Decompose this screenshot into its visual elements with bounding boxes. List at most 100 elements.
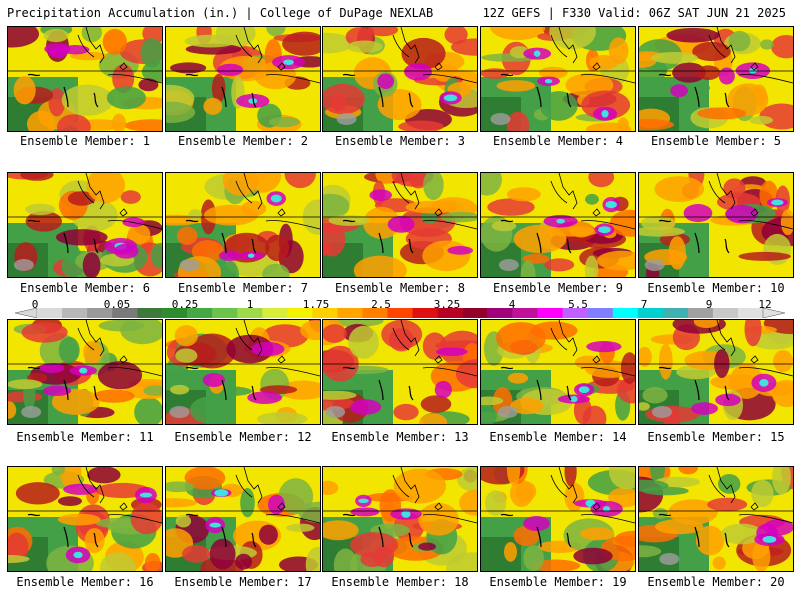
map-panel-17 [165,466,321,572]
precip-map [639,467,793,571]
legend-swatch [287,308,313,318]
legend-swatch [337,308,363,318]
map-panel-5 [638,26,794,132]
map-panel-15 [638,319,794,425]
member-caption: Ensemble Member: 15 [647,430,785,444]
map-panel-14 [480,319,636,425]
member-caption: Ensemble Member: 12 [174,430,312,444]
member-caption: Ensemble Member: 14 [489,430,627,444]
precip-map [8,467,162,571]
legend-label: 3.25 [433,298,461,311]
precip-map [166,320,320,424]
member-caption: Ensemble Member: 3 [334,134,466,148]
legend-swatch [62,308,88,318]
legend-label: 4 [508,298,516,311]
member-caption: Ensemble Member: 19 [489,575,627,589]
member-caption: Ensemble Member: 17 [174,575,312,589]
legend-swatch [362,308,388,318]
legend-swatch [387,308,413,318]
map-panel-16 [7,466,163,572]
member-caption: Ensemble Member: 1 [19,134,151,148]
legend-label: 5.5 [568,298,588,311]
legend-label: 9 [705,298,713,311]
legend-swatch [437,308,463,318]
precip-map [639,27,793,131]
legend-swatch [37,308,63,318]
legend-label: 0 [31,298,39,311]
map-panel-4 [480,26,636,132]
precip-map [166,27,320,131]
map-panel-11 [7,319,163,425]
legend-swatch [187,308,213,318]
legend-swatch [87,308,113,318]
precip-map [481,320,635,424]
map-panel-2 [165,26,321,132]
legend-swatch [587,308,613,318]
legend-label: 0.25 [171,298,199,311]
legend-swatch [687,308,714,318]
member-caption: Ensemble Member: 20 [647,575,785,589]
map-panel-7 [165,172,321,278]
legend-swatch [662,308,689,318]
precip-map [323,173,477,277]
legend-swatch [412,308,438,318]
legend-colorbar [15,308,785,318]
map-panel-18 [322,466,478,572]
member-caption: Ensemble Member: 16 [16,575,154,589]
legend-label: 1.75 [302,298,330,311]
precip-map [323,27,477,131]
precip-map [166,467,320,571]
legend-label: 7 [640,298,648,311]
run-valid-time: 12Z GEFS | F330 Valid: 06Z SAT JUN 21 20… [482,6,786,20]
legend-swatch [512,308,538,318]
title-bar: Precipitation Accumulation (in.) | Colle… [0,0,800,24]
precip-map [481,27,635,131]
map-panel-9 [480,172,636,278]
product-title: Precipitation Accumulation (in.) | Colle… [7,6,434,20]
precip-map [8,27,162,131]
precip-map [481,467,635,571]
member-caption: Ensemble Member: 6 [19,281,151,295]
map-panel-12 [165,319,321,425]
legend-swatch [712,308,739,318]
map-panel-8 [322,172,478,278]
legend-swatch [137,308,163,318]
map-panel-20 [638,466,794,572]
member-caption: Ensemble Member: 2 [177,134,309,148]
legend-swatch [487,308,513,318]
map-panel-6 [7,172,163,278]
legend-swatch [462,308,488,318]
legend-swatch [237,308,263,318]
legend-swatch [262,308,288,318]
legend-swatch [537,308,563,318]
legend-label: 12 [758,298,772,311]
map-panel-13 [322,319,478,425]
member-caption: Ensemble Member: 11 [16,430,154,444]
member-caption: Ensemble Member: 18 [331,575,469,589]
member-caption: Ensemble Member: 8 [334,281,466,295]
member-caption: Ensemble Member: 5 [650,134,782,148]
legend-swatch [637,308,664,318]
precip-map [323,320,477,424]
precip-map [8,320,162,424]
precip-map [481,173,635,277]
legend-swatch [312,308,338,318]
precip-map [639,320,793,424]
member-caption: Ensemble Member: 10 [647,281,785,295]
map-panel-1 [7,26,163,132]
legend-swatch [612,308,639,318]
map-panel-10 [638,172,794,278]
member-caption: Ensemble Member: 7 [177,281,309,295]
member-caption: Ensemble Member: 13 [331,430,469,444]
color-legend: 0 0.05 0.25 1 1.75 2.5 3.25 4 5.5 7 9 12 [15,298,785,318]
member-caption: Ensemble Member: 9 [492,281,624,295]
legend-swatch [112,308,138,318]
legend-label: 2.5 [371,298,391,311]
legend-swatch [562,308,588,318]
legend-label: 1 [246,298,254,311]
precip-map [166,173,320,277]
legend-swatch [737,308,764,318]
legend-swatch [212,308,238,318]
legend-label: 0.05 [103,298,131,311]
map-panel-3 [322,26,478,132]
